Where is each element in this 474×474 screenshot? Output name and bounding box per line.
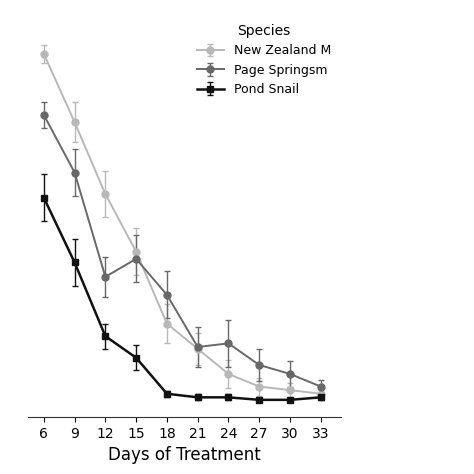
X-axis label: Days of Treatment: Days of Treatment (109, 447, 261, 465)
Legend: New Zealand M, Page Springsm, Pond Snail: New Zealand M, Page Springsm, Pond Snail (193, 20, 335, 100)
